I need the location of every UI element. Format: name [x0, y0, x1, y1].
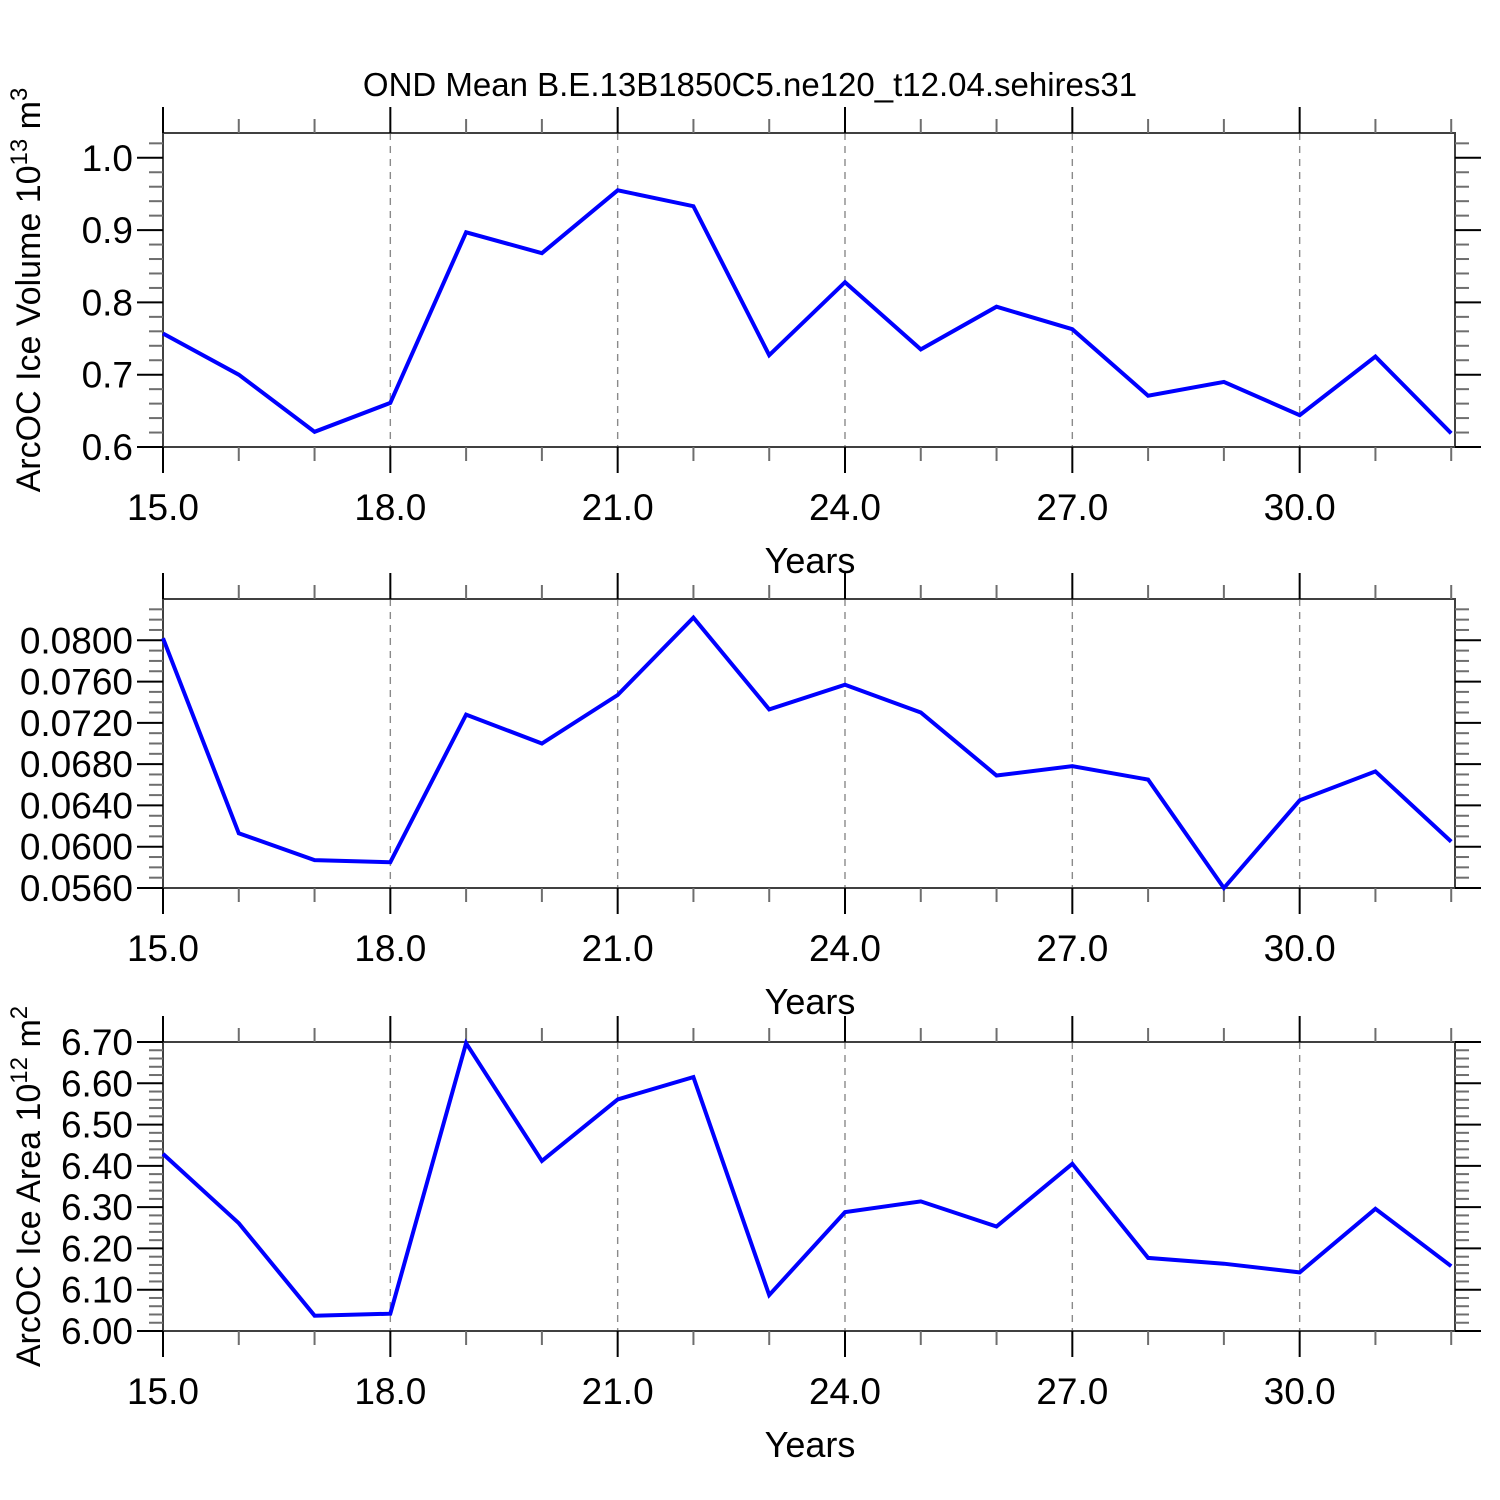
x-tick-label: 24.0 [809, 487, 881, 528]
x-tick-label: 15.0 [127, 1371, 199, 1412]
y-tick-label: 0.6 [82, 427, 133, 468]
x-tick-label: 18.0 [354, 928, 426, 969]
x-tick-label: 15.0 [127, 928, 199, 969]
x-tick-label: 30.0 [1264, 487, 1336, 528]
gridlines [389, 1042, 1301, 1331]
y-tick-label: 0.0800 [20, 620, 133, 661]
y-tick-label: 6.40 [61, 1146, 133, 1187]
gridlines [389, 599, 1301, 888]
y-tick-labels: 1.0 0.9 0.8 0.7 0.6 [82, 138, 133, 468]
gridlines [389, 133, 1301, 447]
x-tick-label: 15.0 [127, 487, 199, 528]
figure-title: OND Mean B.E.13B1850C5.ne120_t12.04.sehi… [362, 66, 1138, 103]
y-tick-label: 0.8 [82, 282, 133, 323]
series-line [161, 1038, 1453, 1318]
x-tick-label: 21.0 [582, 487, 654, 528]
x-tick-label: 30.0 [1264, 928, 1336, 969]
y-tick-label: 6.00 [61, 1311, 133, 1352]
y-tick-label: 6.50 [61, 1105, 133, 1146]
plot-frame [162, 132, 1456, 448]
chart-1: 1.0 0.9 0.8 0.7 0.6 15.0 18.0 21.0 24.0 27.0 30.0 Y… [6, 88, 1481, 581]
x-tick-label: 30.0 [1264, 1371, 1336, 1412]
y-ticks [137, 608, 1481, 889]
y-tick-label: 0.0600 [20, 827, 133, 868]
y-tick-label: 6.60 [61, 1063, 133, 1104]
chart-2: 0.08000.07600.07200.06800.06400.06000.05… [20, 573, 1481, 1022]
x-axis-title: Years [765, 1424, 856, 1465]
y-axis-title: ArcOC Ice Volume 1013 m3 [6, 88, 48, 493]
y-tick-label: 6.10 [61, 1270, 133, 1311]
y-tick-label: 0.9 [82, 210, 133, 251]
x-ticks [162, 573, 1453, 914]
x-tick-label: 18.0 [354, 487, 426, 528]
y-ticks [137, 1041, 1481, 1332]
y-tick-label: 0.0680 [20, 744, 133, 785]
y-tick-label: 0.0560 [20, 868, 133, 909]
x-tick-label: 24.0 [809, 928, 881, 969]
y-tick-label: 0.0760 [20, 662, 133, 703]
y-tick-label: 1.0 [82, 138, 133, 179]
x-tick-label: 18.0 [354, 1371, 426, 1412]
y-tick-labels: 0.08000.07600.07200.06800.06400.06000.05… [20, 620, 133, 909]
x-tick-label: 27.0 [1036, 928, 1108, 969]
x-tick-label: 21.0 [582, 1371, 654, 1412]
y-tick-labels: 6.706.606.506.406.306.206.106.00 [61, 1022, 133, 1352]
x-tick-label: 27.0 [1036, 487, 1108, 528]
y-tick-label: 0.7 [82, 355, 133, 396]
plot-frame [162, 1041, 1456, 1332]
y-tick-label: 6.30 [61, 1187, 133, 1228]
x-tick-labels: 15.0 18.0 21.0 24.0 27.0 30.0 [127, 1371, 1336, 1412]
y-tick-label: 6.20 [61, 1228, 133, 1269]
x-ticks [162, 107, 1453, 473]
y-ticks [137, 142, 1481, 448]
x-ticks [162, 1016, 1453, 1357]
y-tick-label: 0.0720 [20, 703, 133, 744]
x-tick-labels: 15.0 18.0 21.0 24.0 27.0 30.0 [127, 487, 1336, 528]
series-line [161, 614, 1453, 892]
y-tick-label: 6.70 [61, 1022, 133, 1063]
series-line [162, 188, 1453, 435]
chart-3: 6.706.606.506.406.306.206.106.00 15.0 18.0… [6, 1006, 1481, 1465]
x-tick-label: 24.0 [809, 1371, 881, 1412]
y-tick-label: 0.0640 [20, 785, 133, 826]
x-tick-label: 27.0 [1036, 1371, 1108, 1412]
x-axis-title: Years [765, 540, 856, 581]
x-tick-label: 21.0 [582, 928, 654, 969]
x-axis-title: Years [765, 981, 856, 1022]
y-axis-title: ArcOC Ice Area 1012 m2 [6, 1006, 48, 1367]
x-tick-labels: 15.0 18.0 21.0 24.0 27.0 30.0 [127, 928, 1336, 969]
